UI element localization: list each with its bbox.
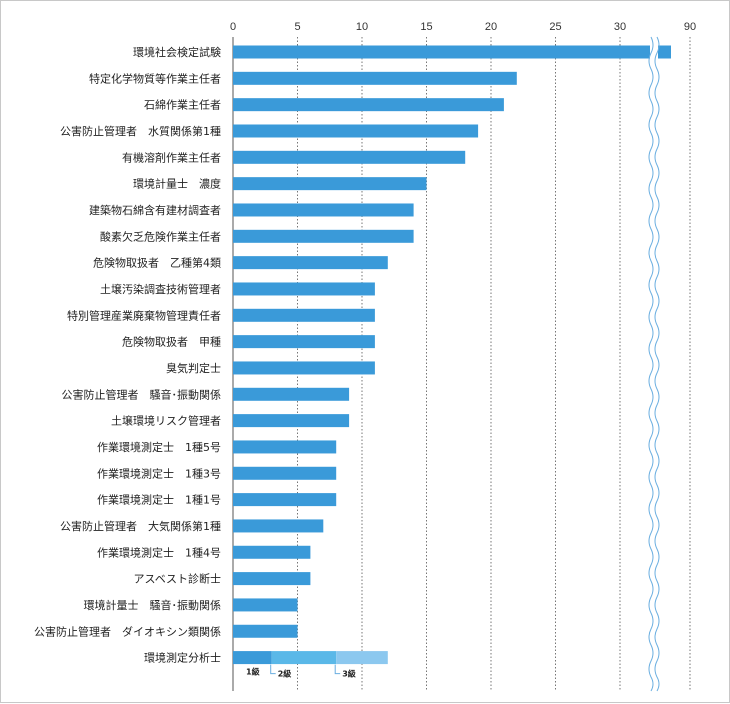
segment-label: 2級 [278, 669, 292, 679]
bar [233, 177, 427, 191]
bar [233, 519, 324, 533]
category-label: 臭気判定士 [166, 361, 221, 375]
category-label: 公害防止管理者 大気関係第1種 [60, 519, 221, 533]
bar [233, 124, 479, 138]
category-label: 危険物取扱者 甲種 [122, 335, 221, 349]
x-tick-label: 0 [230, 21, 236, 33]
category-label: 有機溶剤作業主任者 [122, 150, 221, 164]
bar [233, 414, 350, 428]
category-label: 環境社会検定試験 [133, 45, 221, 59]
bar [233, 624, 298, 638]
bar [233, 71, 517, 85]
category-label: 特別管理産業廃棄物管理責任者 [67, 308, 221, 322]
bar [233, 308, 375, 322]
x-tick-label: 25 [549, 21, 561, 33]
category-label: 作業環境測定士 1種5号 [97, 440, 221, 454]
bar [233, 387, 350, 401]
x-tick-label: 90 [684, 21, 696, 33]
x-tick-label: 5 [294, 21, 300, 33]
category-label: 環境計量士 濃度 [133, 177, 221, 191]
category-label: 特定化学物質等作業主任者 [89, 71, 221, 85]
category-label: 公害防止管理者 騒音･振動関係 [62, 387, 222, 401]
bar [233, 282, 375, 296]
category-label: アスベスト診断士 [134, 572, 221, 586]
category-label: 危険物取扱者 乙種第4類 [93, 256, 221, 270]
category-label: 環境測定分析士 [144, 651, 221, 665]
category-label: 土壌汚染調査技術管理者 [100, 282, 221, 296]
category-label: 作業環境測定士 1種4号 [97, 545, 221, 559]
bar [233, 335, 375, 349]
x-tick-label: 30 [614, 21, 626, 33]
category-label: 作業環境測定士 1種3号 [97, 466, 221, 480]
bar [233, 256, 388, 270]
bar [233, 361, 375, 375]
category-label: 土壌環境リスク管理者 [111, 414, 221, 428]
segment-label-bracket [270, 664, 276, 675]
category-label: 作業環境測定士 1種1号 [97, 493, 221, 507]
bar-segment [336, 651, 388, 665]
bar [233, 229, 414, 243]
segment-label-bracket [334, 664, 341, 675]
axis-break-line [654, 36, 660, 692]
axis-break-line [648, 36, 654, 692]
category-label: 建築物石綿含有建材調査者 [89, 203, 221, 217]
category-label: 酸素欠乏危険作業主任者 [100, 229, 221, 243]
bar [233, 572, 311, 586]
bar [233, 440, 337, 454]
axis-break-gap [650, 37, 658, 691]
segment-label: 1級 [246, 667, 260, 677]
x-tick-label: 10 [356, 21, 368, 33]
bar-segment [233, 651, 272, 665]
bar [233, 545, 311, 559]
category-label: 公害防止管理者 ダイオキシン類関係 [34, 624, 221, 638]
bar [233, 203, 414, 217]
category-label: 環境計量士 騒音･振動関係 [84, 598, 222, 612]
segment-label: 3級 [342, 669, 356, 679]
bar [233, 466, 337, 480]
bar-segment [271, 651, 337, 665]
x-tick-label: 15 [420, 21, 432, 33]
bar [233, 45, 671, 59]
category-label: 公害防止管理者 水質関係第1種 [60, 124, 221, 138]
bar [233, 598, 298, 612]
category-label: 石綿作業主任者 [144, 98, 221, 112]
x-tick-label: 20 [485, 21, 497, 33]
bar [233, 98, 504, 112]
bar [233, 150, 466, 164]
bar [233, 493, 337, 507]
